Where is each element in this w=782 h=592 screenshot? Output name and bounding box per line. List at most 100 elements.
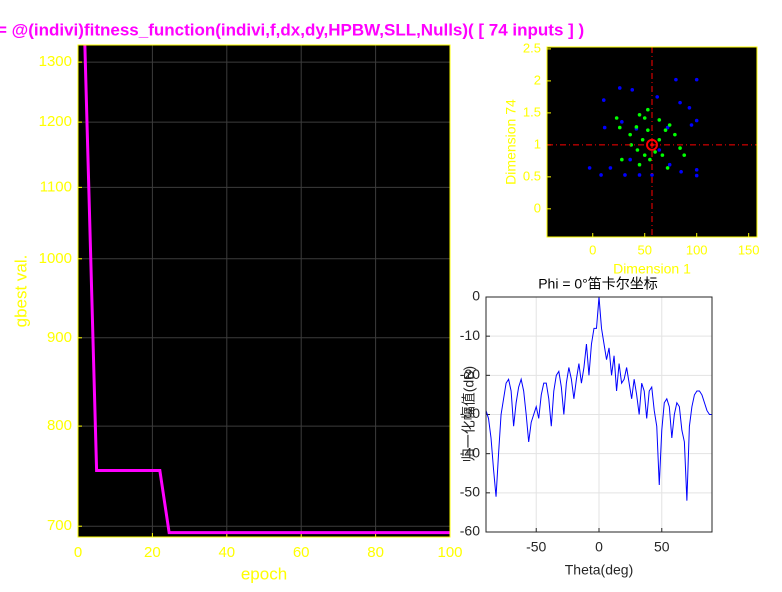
scatter-point — [655, 95, 659, 99]
x-axis-label: epoch — [241, 564, 287, 583]
y-tick-label: 800 — [47, 417, 72, 434]
y-tick-label: -50 — [460, 484, 480, 500]
scatter-point — [694, 77, 699, 82]
y-tick-label: 0 — [472, 288, 480, 304]
scatter-point — [667, 162, 672, 167]
scatter-point — [602, 125, 607, 130]
scatter-point — [601, 98, 606, 102]
scatter-point — [642, 153, 647, 157]
scatter-point — [628, 132, 632, 137]
y-tick-label: -60 — [460, 523, 480, 539]
x-axis-label: Dimension 1 — [613, 261, 691, 277]
scatter-point — [630, 88, 635, 92]
scatter-point — [663, 128, 668, 132]
scatter-point — [608, 166, 613, 170]
scatter-point — [614, 116, 619, 120]
y-axis-label: 归一化幅值(dB) — [461, 366, 477, 462]
plot — [547, 47, 757, 237]
x-axis-label: Theta(deg) — [565, 562, 633, 578]
scatter-point — [673, 132, 677, 137]
best-point — [646, 138, 658, 151]
data-line — [83, 45, 450, 535]
x-tick-label: 40 — [218, 544, 235, 561]
scatter-point — [646, 107, 650, 112]
scatter-point — [620, 120, 624, 124]
x-tick-label: 100 — [686, 242, 708, 257]
scatter-point — [628, 157, 632, 162]
y-tick-label: -10 — [460, 327, 480, 343]
y-tick-label: 1.5 — [523, 104, 541, 119]
y-axis-label: gbest val. — [11, 255, 30, 328]
scatter-point — [637, 162, 642, 167]
chart-title: = @(indivi)fitness_function(indivi,f,dx,… — [0, 20, 584, 39]
axes: 0 50 100 150 0 0.5 1 1.5 2 2.5 Dimension 1 Dimensio… — [503, 40, 760, 276]
scatter-point — [665, 166, 670, 170]
x-tick-label: 60 — [293, 544, 310, 561]
x-tick-label: 20 — [144, 544, 161, 561]
y-tick-label: 1200 — [39, 113, 72, 130]
data-line — [486, 297, 712, 501]
axes-border — [77, 44, 451, 538]
y-axis-label: Dimension 74 — [503, 99, 519, 185]
x-tick-label: 50 — [654, 539, 670, 555]
scatter-point — [629, 143, 634, 147]
scatter-point — [657, 118, 662, 122]
y-tick-label: -40 — [460, 444, 480, 460]
scatter-point — [665, 125, 670, 130]
scatter-point — [642, 116, 647, 120]
scatter-point — [694, 118, 699, 123]
x-tick-label: 100 — [437, 544, 462, 561]
scatter-point — [648, 157, 652, 162]
scatter-point — [637, 173, 642, 177]
scatter-point — [657, 137, 662, 142]
plot — [486, 297, 712, 501]
scatter-point — [689, 123, 694, 127]
scatter-point — [635, 148, 640, 152]
y-tick-label: 700 — [47, 517, 72, 534]
y-tick-label: 0.5 — [523, 168, 541, 183]
y-tick-label: 2 — [534, 72, 541, 87]
scatter-point — [623, 173, 627, 177]
axes: -50 0 50 0 -10 -20 -30 -40 -50 -60 Phi = 0°笛卡尔坐标 Th… — [460, 276, 713, 578]
chart-title: Phi = 0°笛卡尔坐标 — [538, 276, 658, 292]
plot-area — [78, 45, 450, 537]
scatter-point — [634, 125, 639, 129]
x-tick-label: -50 — [526, 539, 546, 555]
scatter-point — [617, 125, 622, 130]
scatter-point — [678, 146, 682, 150]
axes-border — [485, 296, 713, 533]
scatter-point — [674, 77, 678, 82]
x-tick-label: 0 — [74, 544, 82, 561]
y-tick-label: -30 — [460, 405, 480, 421]
scatter-point — [587, 166, 592, 170]
scatter-point — [617, 86, 622, 90]
y-tick-label: 1300 — [39, 53, 72, 70]
y-tick-label: -20 — [460, 366, 480, 382]
y-tick-label: 1 — [534, 136, 541, 151]
x-tick-label: 50 — [637, 242, 651, 257]
y-tick-label: 0 — [534, 200, 541, 215]
scatter-point — [667, 123, 672, 127]
scatter-point — [660, 153, 665, 157]
scatter-point — [694, 168, 699, 172]
x-tick-label: 80 — [367, 544, 384, 561]
scatter-point — [650, 173, 654, 177]
plot — [83, 45, 450, 535]
scatter-point — [657, 148, 662, 152]
scatter-point — [678, 100, 682, 105]
y-tick-label: 900 — [47, 329, 72, 346]
y-tick-label: 1100 — [40, 178, 72, 195]
scatter-point — [653, 150, 657, 154]
scatter-point — [637, 113, 642, 117]
x-tick-label: 150 — [738, 242, 760, 257]
scatter-point — [687, 105, 692, 110]
scatter-point — [640, 137, 645, 142]
scatter-point — [650, 143, 654, 147]
y-tick-label: 1000 — [39, 250, 72, 267]
scatter-point — [682, 153, 687, 157]
scatter-point — [679, 169, 683, 174]
scatter-point — [646, 128, 650, 132]
y-tick-label: 2.5 — [523, 40, 541, 55]
